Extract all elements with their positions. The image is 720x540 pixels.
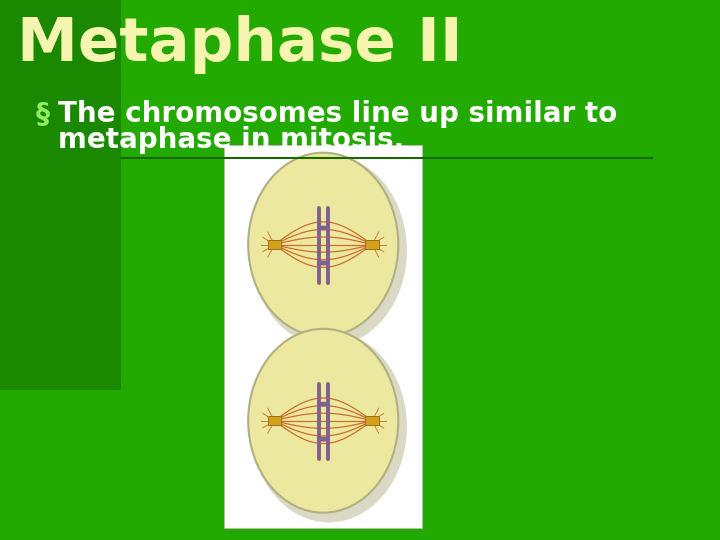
Text: The chromosomes line up similar to: The chromosomes line up similar to xyxy=(58,100,617,128)
Bar xyxy=(268,416,282,426)
Ellipse shape xyxy=(318,437,329,442)
Ellipse shape xyxy=(251,331,407,522)
Bar xyxy=(365,416,379,426)
Text: Metaphase II: Metaphase II xyxy=(17,15,462,74)
Bar xyxy=(268,240,282,249)
Text: §: § xyxy=(35,100,50,128)
Text: metaphase in mitosis.: metaphase in mitosis. xyxy=(58,126,404,154)
Bar xyxy=(0,0,121,390)
Ellipse shape xyxy=(318,226,329,231)
Ellipse shape xyxy=(248,329,398,512)
Ellipse shape xyxy=(318,260,329,266)
Ellipse shape xyxy=(248,153,398,336)
Bar xyxy=(365,240,379,249)
Ellipse shape xyxy=(318,402,329,407)
Bar xyxy=(225,145,422,528)
Ellipse shape xyxy=(251,155,407,346)
